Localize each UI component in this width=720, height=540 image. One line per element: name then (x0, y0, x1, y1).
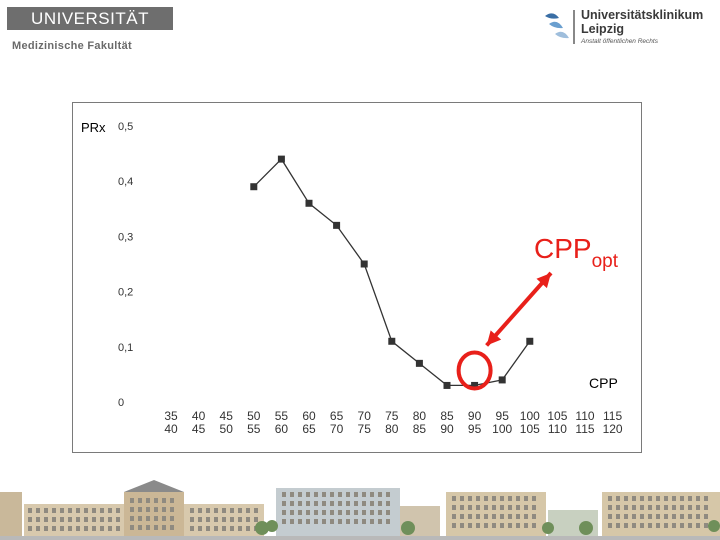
data-point (277, 155, 285, 163)
y-axis-label: PRx (81, 120, 106, 135)
x-tick-label: 100 (520, 409, 540, 423)
x-tick-label: 120 (603, 422, 623, 436)
x-tick-label: 55 (275, 409, 289, 423)
y-tick-label: 0,2 (118, 287, 133, 299)
x-tick-label: 60 (302, 409, 316, 423)
hospital-buildings-illustration (0, 480, 720, 540)
x-tick-label: 75 (385, 409, 399, 423)
x-tick-label: 95 (496, 409, 510, 423)
x-tick-label: 65 (330, 409, 344, 423)
data-point (415, 359, 423, 367)
clinic-logo: Universitätsklinikum Leipzig Anstalt öff… (541, 8, 716, 48)
cpp-opt-label: CPPopt (534, 233, 619, 272)
x-tick-label: 35 (164, 409, 178, 423)
x-tick-label: 80 (413, 409, 427, 423)
x-tick-label: 45 (220, 409, 234, 423)
x-tick-label: 85 (440, 409, 454, 423)
data-point (360, 260, 368, 268)
data-point (471, 381, 479, 389)
data-point (250, 183, 258, 191)
y-tick-label: 0,4 (118, 176, 133, 188)
x-tick-label: 90 (468, 409, 482, 423)
cpp-opt-arrow-line (485, 271, 553, 347)
y-tick-label: 0,5 (118, 121, 133, 133)
y-tick-label: 0 (118, 397, 124, 409)
prx-cpp-chart: PRx CPP 00,10,20,30,40,5 354040454550505… (81, 120, 623, 436)
data-point (388, 337, 396, 345)
y-tick-label: 0,3 (118, 231, 133, 243)
clinic-mark-icon (545, 10, 575, 44)
data-point (333, 221, 341, 229)
x-tick-label: 70 (330, 422, 344, 436)
clinic-subtitle: Anstalt öffentlichen Rechts (581, 38, 658, 45)
x-tick-label: 115 (603, 409, 622, 423)
x-tick-label: 105 (547, 409, 567, 423)
x-tick-label: 100 (492, 422, 512, 436)
x-tick-label: 40 (192, 409, 206, 423)
arrowhead-icon (486, 330, 502, 346)
x-tick-label: 50 (247, 409, 261, 423)
data-point (305, 199, 313, 207)
series-line (253, 158, 531, 387)
x-tick-label: 45 (192, 422, 206, 436)
x-tick-label: 110 (548, 422, 567, 436)
x-tick-label: 115 (575, 422, 594, 436)
chart-frame: PRx CPP 0 0,1 0,2 0,3 0,4 0,5 35 40 40 45 45 50 50 5… (72, 102, 642, 453)
x-tick-label: 70 (358, 409, 372, 423)
clinic-name-line2: Leipzig (581, 22, 625, 36)
x-tick-label: 90 (440, 422, 454, 436)
x-tick-label: 60 (275, 422, 289, 436)
faculty-name: Medizinische Fakultät (12, 40, 132, 52)
x-tick-label: 75 (358, 422, 372, 436)
x-tick-label: 105 (520, 422, 540, 436)
x-tick-label: 65 (302, 422, 316, 436)
x-tick-label: 50 (220, 422, 234, 436)
university-logo: UNIVERSITÄT LEIPZIG (7, 7, 173, 51)
arrowhead-icon (536, 273, 551, 289)
x-tick-label: 55 (247, 422, 261, 436)
clinic-name-line1: Universitätsklinikum (581, 8, 704, 22)
x-tick-label: 95 (468, 422, 482, 436)
x-tick-label: 40 (164, 422, 178, 436)
x-tick-label: 80 (385, 422, 399, 436)
x-tick-label: 110 (575, 409, 594, 423)
data-point (498, 376, 506, 384)
x-axis-label: CPP (589, 375, 618, 391)
data-point (443, 381, 451, 389)
y-tick-label: 0,1 (118, 342, 133, 354)
cpp-opt-circle-marker (456, 350, 493, 391)
data-point (526, 337, 534, 345)
x-tick-label: 85 (413, 422, 427, 436)
